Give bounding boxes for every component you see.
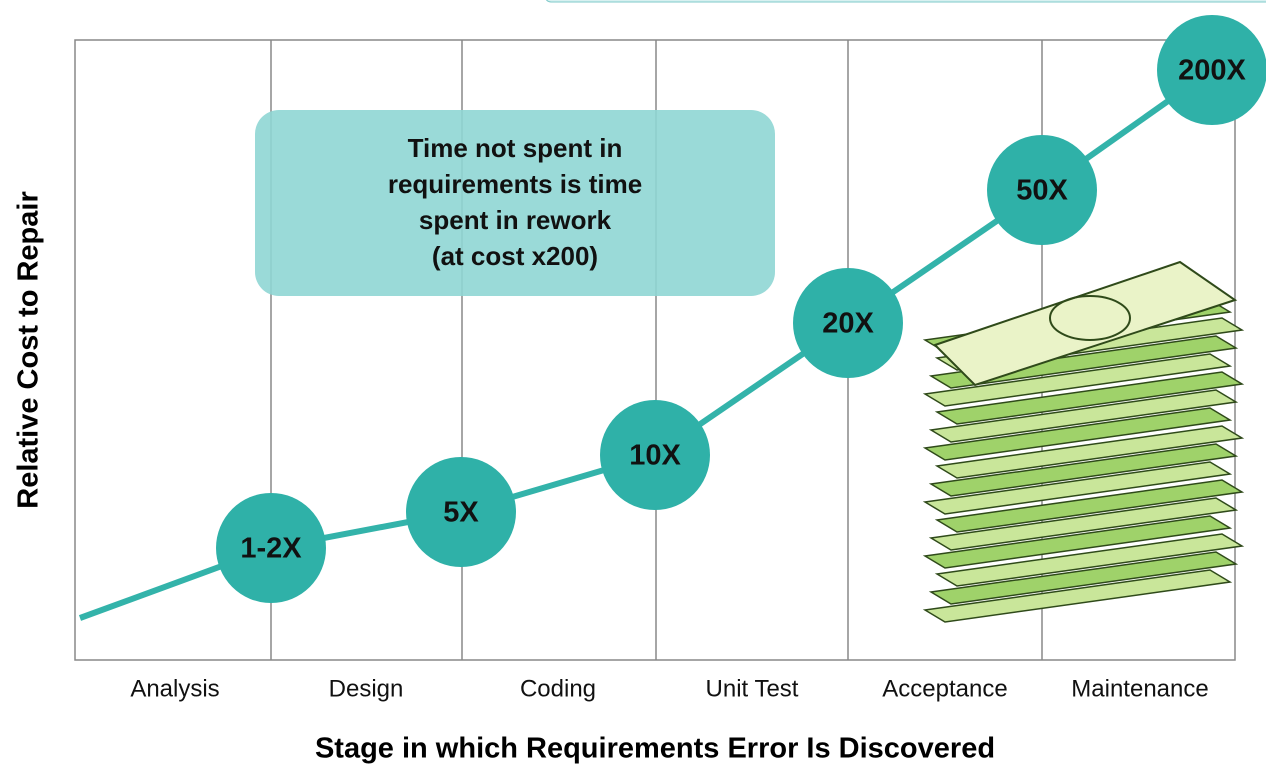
marker-label: 20X xyxy=(822,308,874,340)
stage-label: Unit Test xyxy=(706,675,799,702)
callout-line: spent in rework xyxy=(419,205,612,235)
top-banner xyxy=(545,0,1266,3)
bill xyxy=(922,569,1233,623)
marker-circle xyxy=(216,493,326,603)
marker-label: 10X xyxy=(629,440,681,472)
marker-circle xyxy=(600,400,710,510)
stage-labels: Analysis Design Coding Unit Test Acceptance M… xyxy=(130,675,1208,702)
stage-label: Coding xyxy=(520,675,596,702)
marker-circle xyxy=(987,135,1097,245)
bill xyxy=(922,407,1233,461)
plot-frame xyxy=(74,39,1236,661)
marker-circle xyxy=(793,268,903,378)
cost-markers: 1-2X 5X 10X 20X 50X 200X xyxy=(216,15,1266,603)
marker-label: 50X xyxy=(1016,175,1068,207)
x-axis-title: Stage in which Requirements Error Is Dis… xyxy=(315,733,995,765)
bill xyxy=(934,371,1245,425)
bill xyxy=(934,533,1245,587)
bill xyxy=(922,353,1233,407)
callout-line: (at cost x200) xyxy=(432,241,598,271)
money-stack xyxy=(922,260,1245,623)
bill xyxy=(928,497,1239,551)
stage-label: Maintenance xyxy=(1071,675,1208,702)
bill-top xyxy=(933,260,1238,387)
bill xyxy=(934,425,1245,479)
bill xyxy=(928,443,1239,497)
y-axis-title: Relative Cost to Repair xyxy=(13,191,45,508)
marker-label: 5X xyxy=(443,497,479,529)
marker-label: 200X xyxy=(1178,55,1246,87)
bill xyxy=(928,389,1239,443)
stage-label: Analysis xyxy=(130,675,219,702)
callout-box xyxy=(255,110,775,296)
stage-label: Design xyxy=(329,675,404,702)
callout-text: Time not spent in requirements is time spe… xyxy=(388,133,642,271)
marker-label: 1-2X xyxy=(240,533,302,565)
callout-line: requirements is time xyxy=(388,169,642,199)
bill xyxy=(934,479,1245,533)
callout-line: Time not spent in xyxy=(408,133,623,163)
bill xyxy=(928,551,1239,605)
marker-circle xyxy=(1157,15,1266,125)
marker-circle xyxy=(406,457,516,567)
bill-portrait xyxy=(1049,295,1131,341)
stage-label: Acceptance xyxy=(882,675,1007,702)
bill xyxy=(922,515,1233,569)
bill xyxy=(922,461,1233,515)
